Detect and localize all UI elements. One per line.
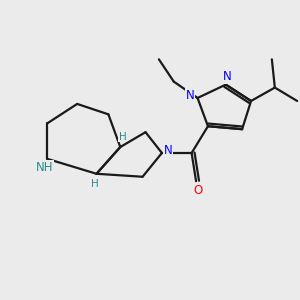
Text: N: N	[223, 70, 232, 83]
Text: H: H	[91, 179, 99, 189]
Text: NH: NH	[36, 161, 53, 174]
Text: O: O	[193, 184, 202, 196]
Text: N: N	[186, 89, 194, 102]
Text: N: N	[164, 143, 172, 157]
Text: H: H	[119, 132, 127, 142]
